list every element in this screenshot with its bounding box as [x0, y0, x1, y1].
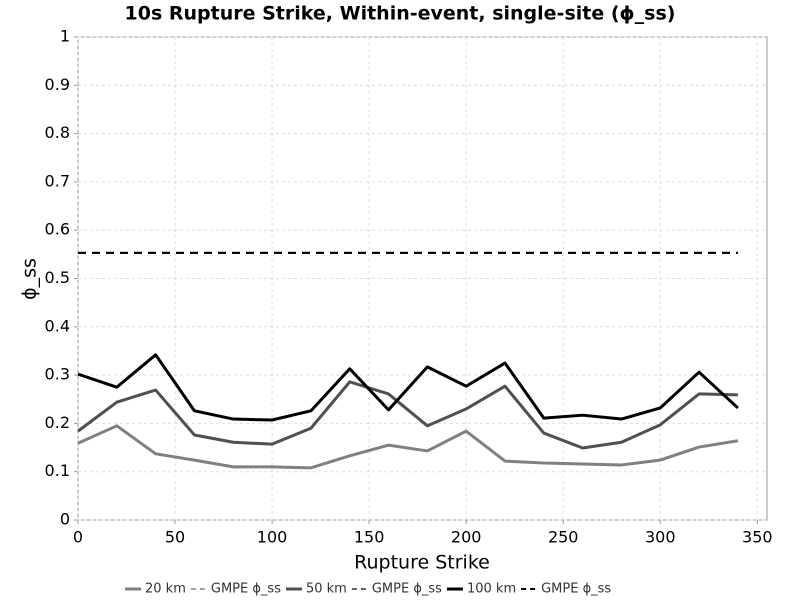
chart-title: 10s Rupture Strike, Within-event, single…: [125, 3, 676, 25]
x-axis-label: Rupture Strike: [354, 552, 490, 574]
legend-label: GMPE ϕ_ss: [211, 582, 281, 597]
series-line: [77, 424, 739, 470]
y-tick-label: 0.4: [45, 316, 70, 335]
x-tick-label: 150: [354, 528, 385, 547]
y-tick-label: 0.9: [45, 75, 70, 94]
legend-label: GMPE ϕ_ss: [372, 582, 442, 597]
x-tick-label: 300: [645, 528, 676, 547]
y-tick-label: 0.3: [45, 365, 70, 384]
x-tick-label: 200: [451, 528, 482, 547]
y-tick-label: 0.2: [45, 413, 70, 432]
y-axis-label: ϕ_ss: [19, 258, 41, 300]
legend-label: 100 km: [467, 582, 516, 597]
x-tick-label: 350: [742, 528, 773, 547]
y-tick-label: 1: [60, 27, 70, 46]
x-tick-label: 250: [548, 528, 579, 547]
y-tick-label: 0.6: [45, 220, 70, 239]
y-tick-label: 0.7: [45, 171, 70, 190]
legend-label: 50 km: [306, 582, 347, 597]
x-tick-label: 0: [73, 528, 83, 547]
series-line: [77, 353, 739, 422]
series-line: [77, 380, 738, 450]
y-tick-label: 0.5: [45, 268, 70, 287]
y-tick-label: 0: [60, 510, 70, 529]
legend-label: GMPE ϕ_ss: [541, 582, 611, 597]
x-tick-label: 100: [257, 528, 288, 547]
y-tick-label: 0.1: [45, 461, 70, 480]
x-tick-label: 50: [165, 528, 185, 547]
y-tick-label: 0.8: [45, 123, 70, 142]
legend-label: 20 km: [145, 582, 186, 597]
